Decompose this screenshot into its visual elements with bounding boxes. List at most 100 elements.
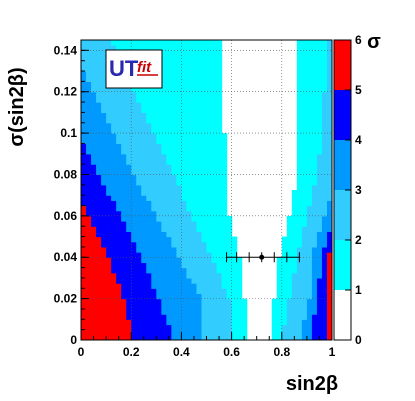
heat-cell	[236, 319, 243, 326]
heat-cell	[201, 55, 208, 62]
heat-cell	[146, 246, 152, 253]
heat-cell	[296, 71, 303, 77]
heat-cell	[321, 314, 328, 320]
heat-cell	[296, 334, 303, 340]
heat-cell	[106, 91, 112, 98]
heat-cell	[211, 169, 218, 176]
heat-cell	[191, 174, 198, 181]
heat-cell	[301, 158, 308, 165]
heat-cell	[216, 138, 223, 145]
heat-cell	[121, 324, 127, 331]
heat-cell	[186, 107, 193, 114]
heat-cell	[191, 288, 198, 295]
heat-cell	[191, 210, 198, 217]
heat-cell	[211, 334, 218, 340]
heat-cell	[176, 86, 182, 93]
heat-cell	[211, 117, 218, 124]
heat-cell	[171, 102, 177, 108]
heat-cell	[321, 40, 328, 46]
heat-cell	[91, 91, 97, 98]
heat-cell	[211, 190, 218, 196]
heat-cell	[136, 288, 142, 295]
heat-cell	[151, 215, 157, 222]
heat-cell	[146, 329, 152, 336]
heat-cell	[291, 283, 298, 289]
heat-cell	[311, 314, 318, 320]
heat-cell	[146, 102, 152, 108]
heat-cell	[86, 324, 92, 331]
heat-cell	[321, 107, 328, 114]
heat-cell	[176, 91, 182, 98]
heat-cell	[136, 293, 142, 300]
heat-cell	[171, 324, 177, 331]
heat-cell	[126, 107, 132, 114]
heat-cell	[151, 127, 157, 134]
heat-cell	[161, 107, 167, 114]
heat-cell	[81, 246, 87, 253]
heat-cell	[166, 174, 172, 181]
heat-cell	[116, 164, 122, 170]
heat-cell	[216, 107, 223, 114]
heat-cell	[241, 308, 248, 315]
heat-cell	[181, 267, 188, 274]
heat-cell	[156, 272, 162, 279]
heat-cell	[81, 96, 87, 103]
heat-cell	[236, 308, 243, 315]
heat-cell	[281, 303, 288, 310]
heat-cell	[281, 293, 288, 300]
heat-cell	[186, 60, 193, 67]
heat-cell	[271, 324, 278, 331]
heat-cell	[101, 329, 107, 336]
heat-cell	[86, 55, 92, 62]
heat-cell	[151, 231, 157, 238]
heat-cell	[191, 262, 198, 269]
heat-cell	[166, 112, 172, 119]
heat-cell	[146, 91, 152, 98]
heat-cell	[161, 205, 167, 212]
heat-cell	[221, 133, 228, 139]
measurement-point	[226, 252, 300, 263]
heat-cell	[321, 272, 328, 279]
heat-cell	[176, 40, 182, 46]
heat-cell	[306, 117, 313, 124]
heat-cell	[111, 40, 117, 46]
heat-cell	[161, 179, 167, 186]
heat-cell	[121, 293, 127, 300]
heat-cell	[286, 324, 293, 331]
heat-cell	[276, 293, 283, 300]
heat-cell	[161, 329, 167, 336]
heat-cell	[211, 324, 218, 331]
heat-cell	[196, 50, 203, 57]
heat-cell	[216, 127, 223, 134]
heat-cell	[101, 226, 107, 232]
heat-cell	[176, 158, 182, 165]
heat-cell	[131, 215, 137, 222]
heat-cell	[226, 334, 233, 340]
heat-cell	[131, 246, 137, 253]
heat-cell	[101, 153, 107, 160]
heat-cell	[171, 76, 177, 82]
heat-cell	[326, 226, 332, 232]
heat-cell	[211, 226, 218, 232]
heat-cell	[151, 200, 157, 207]
heat-cell	[206, 190, 213, 196]
heat-cell	[111, 246, 117, 253]
heat-cell	[326, 169, 332, 176]
heat-cell	[111, 293, 117, 300]
heat-cell	[91, 303, 97, 310]
heat-cell	[326, 252, 332, 258]
heat-cell	[296, 65, 303, 72]
heat-cell	[146, 127, 152, 134]
heat-cell	[136, 107, 142, 114]
heat-cell	[111, 127, 117, 134]
heat-cell	[126, 267, 132, 274]
heat-cell	[101, 96, 107, 103]
heat-cell	[186, 174, 193, 181]
heat-cell	[186, 96, 193, 103]
heat-cell	[96, 143, 102, 150]
heat-cell	[221, 148, 228, 155]
heat-cell	[311, 45, 318, 51]
heat-cell	[306, 200, 313, 207]
heat-cell	[211, 65, 218, 72]
heat-cell	[156, 236, 162, 243]
